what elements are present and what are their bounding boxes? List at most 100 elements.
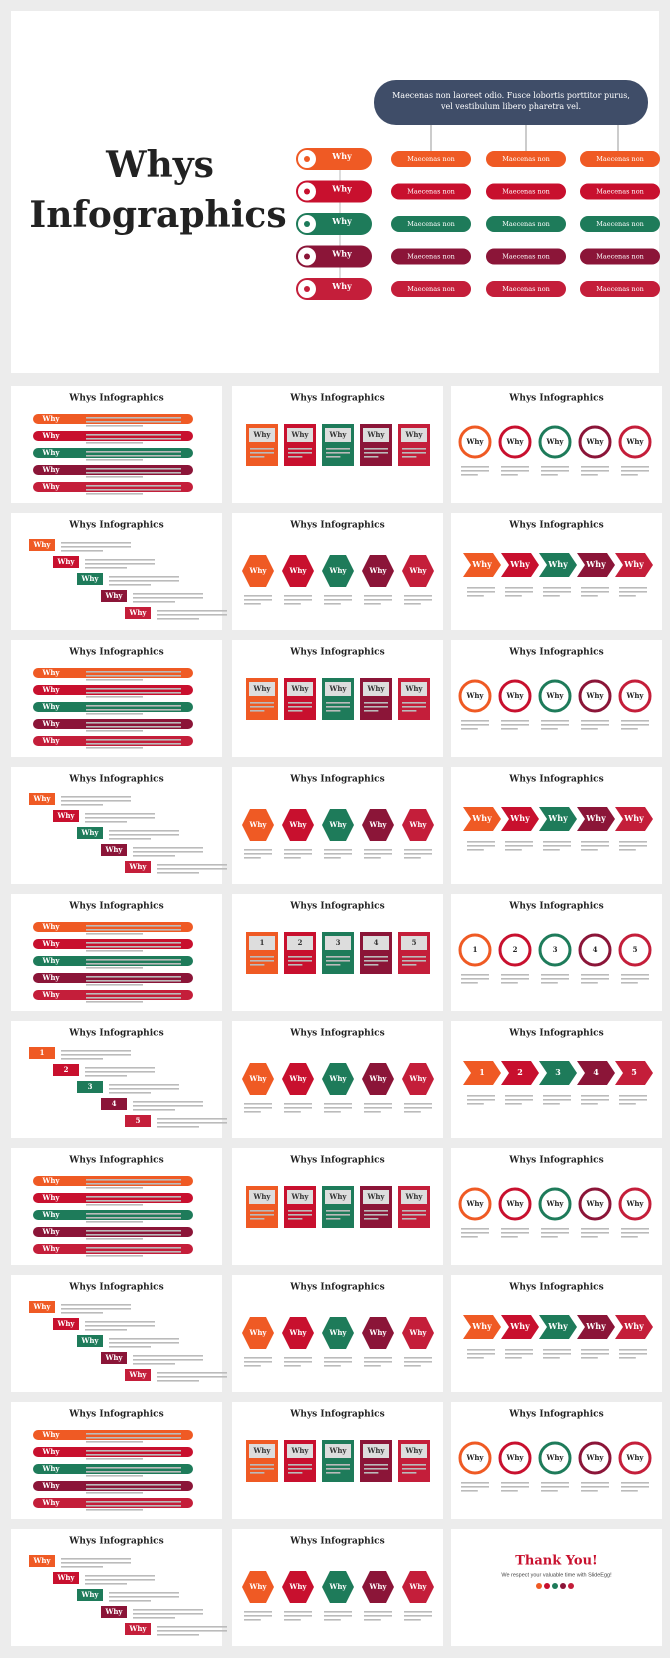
label: Why xyxy=(366,1446,385,1455)
text-line xyxy=(619,1099,647,1101)
thumbnail: Whys Infographics Why Why Why Why Why xyxy=(11,1402,222,1519)
text-line xyxy=(467,1357,484,1359)
text-line xyxy=(501,724,529,726)
text-line xyxy=(85,821,127,823)
text-line xyxy=(86,1467,181,1469)
thumbnail: Whys Infographics Why Why Why Why Why xyxy=(232,386,443,503)
social-icon xyxy=(552,1583,558,1589)
text-line xyxy=(86,946,181,948)
row-icon-dot xyxy=(304,221,310,227)
text-line xyxy=(501,974,529,976)
label: Why xyxy=(585,1321,606,1331)
text-line xyxy=(404,1619,421,1621)
text-line xyxy=(86,1450,181,1452)
text-line xyxy=(86,1509,143,1511)
text-line xyxy=(86,1247,181,1249)
label: 2 xyxy=(298,938,303,947)
text-line xyxy=(404,1361,432,1363)
text-line xyxy=(324,603,341,605)
text-line xyxy=(364,1472,379,1474)
label: 1 xyxy=(40,1048,45,1057)
label: Why xyxy=(80,828,99,837)
hexagon xyxy=(362,555,394,587)
label: Why xyxy=(328,1446,347,1455)
text-line xyxy=(326,710,341,712)
text-line xyxy=(288,452,312,454)
label: Why xyxy=(547,813,568,823)
text-line xyxy=(244,1615,272,1617)
text-line xyxy=(157,1118,227,1120)
step xyxy=(125,607,151,619)
thumbnail: Whys Infographics Why Why Why Why Why xyxy=(232,513,443,630)
top-box-text-wrap: Maecenas non laoreet odio. Fusce loborti… xyxy=(392,91,630,111)
hexagon xyxy=(242,555,274,587)
hexagon xyxy=(362,1317,394,1349)
label: Why xyxy=(32,540,51,549)
column-inner xyxy=(287,1190,313,1204)
text-line xyxy=(250,452,274,454)
text-line xyxy=(501,470,529,472)
text-line xyxy=(581,978,609,980)
label: Why xyxy=(41,990,60,999)
label: Why xyxy=(248,1328,267,1337)
hero-title: Infographics xyxy=(29,194,286,236)
ring xyxy=(458,425,492,459)
text-line xyxy=(541,474,558,476)
text-line xyxy=(364,1214,388,1216)
column-inner xyxy=(363,1190,389,1204)
text-line xyxy=(467,1095,495,1097)
thumbnail: Whys Infographics Why Why Why Why Why xyxy=(232,1148,443,1265)
step xyxy=(101,1606,127,1618)
text-line xyxy=(85,1329,127,1331)
text-line xyxy=(133,851,203,853)
label: Why xyxy=(368,1582,387,1591)
text-line xyxy=(364,1361,392,1363)
thumbnail: Whys Infographics 1 2 3 4 5 xyxy=(451,894,662,1011)
text-line xyxy=(581,1349,609,1351)
label: Why xyxy=(290,1446,309,1455)
label: 2 xyxy=(517,1067,523,1077)
text-line xyxy=(364,849,392,851)
row-label: Why xyxy=(331,281,352,291)
text-line xyxy=(61,1304,131,1306)
text-line xyxy=(543,845,571,847)
label: Why xyxy=(505,437,524,446)
label: 1 xyxy=(479,1067,485,1077)
label: Why xyxy=(625,1199,644,1208)
text-line xyxy=(541,728,558,730)
text-line xyxy=(326,956,350,958)
row-label: Why xyxy=(331,216,352,226)
text-line xyxy=(86,1437,181,1439)
text-line xyxy=(467,849,484,851)
text-line xyxy=(61,1558,131,1560)
text-line xyxy=(581,587,609,589)
social-icon xyxy=(536,1583,542,1589)
text-line xyxy=(244,603,261,605)
social-icon xyxy=(544,1583,550,1589)
thumbnail-title: Whys Infographics xyxy=(289,1537,384,1547)
text-line xyxy=(86,713,143,715)
label: Why xyxy=(128,862,147,871)
row-label-shape xyxy=(296,148,372,170)
text-line xyxy=(86,459,143,461)
text-line xyxy=(461,978,489,980)
text-line xyxy=(543,849,560,851)
label: Why xyxy=(41,702,60,711)
text-line xyxy=(244,1619,261,1621)
label: Why xyxy=(368,1328,387,1337)
text-line xyxy=(133,855,175,857)
text-line xyxy=(250,1210,274,1212)
step xyxy=(101,844,127,856)
text-line xyxy=(86,967,143,969)
hero-title: Whys xyxy=(105,144,214,186)
text-line xyxy=(109,1596,179,1598)
text-line xyxy=(86,929,181,931)
label: Why xyxy=(585,1453,604,1462)
thumbnail-title: Whys Infographics xyxy=(508,521,603,531)
hexagon xyxy=(362,1571,394,1603)
text-line xyxy=(86,709,181,711)
text-line xyxy=(324,595,352,597)
text-line xyxy=(326,448,350,450)
ring xyxy=(578,425,612,459)
text-line xyxy=(86,1251,181,1253)
